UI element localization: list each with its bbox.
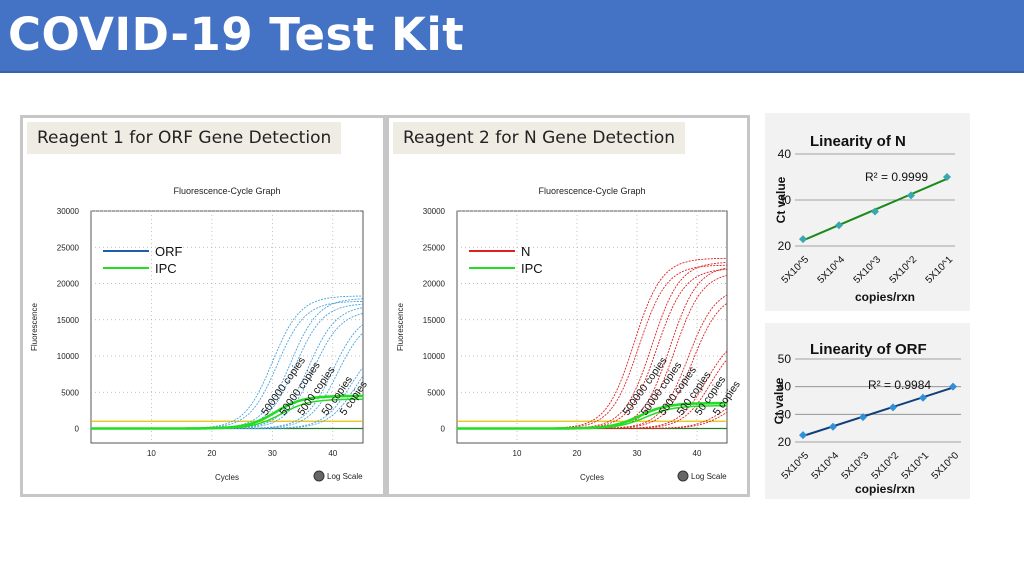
legend-label: N xyxy=(521,244,530,259)
data-point xyxy=(799,235,807,244)
linearity-orf-chart: Linearity of ORF 20 30 40 50 R² = 0.9984 5X10^… xyxy=(772,341,962,496)
y-tick-label: 50 xyxy=(778,352,792,366)
y-tick-label: 0 xyxy=(441,425,446,434)
y-axis-label: Ct value xyxy=(772,377,786,424)
x-tick-label: 5X10^2 xyxy=(870,450,902,482)
legend-label: IPC xyxy=(155,261,177,276)
panel-header-orf: Reagent 1 for ORF Gene Detection xyxy=(27,122,342,154)
y-tick-label: 40 xyxy=(778,380,792,394)
log-scale-label: Log Scale xyxy=(327,472,363,481)
x-tick-label: 10 xyxy=(147,449,156,458)
x-tick-label: 5X10^1 xyxy=(900,450,932,482)
x-tick-label: 5X10^4 xyxy=(810,450,842,482)
x-tick-label: 40 xyxy=(328,449,337,458)
y-tick-label: 20000 xyxy=(57,280,80,289)
x-axis-label: copies/rxn xyxy=(855,482,915,496)
x-tick-label: 5X10^4 xyxy=(816,254,848,286)
y-tick-label: 10000 xyxy=(57,352,80,361)
x-tick-label: 30 xyxy=(633,449,642,458)
legend-label: ORF xyxy=(155,244,183,259)
panel-n: Fluorescence-Cycle Graph 10 20 30 40 0 5000 100… xyxy=(386,115,750,497)
page-title: COVID-19 Test Kit xyxy=(8,8,465,61)
y-tick-label: 30000 xyxy=(57,207,80,216)
graph-title: Fluorescence-Cycle Graph xyxy=(173,186,280,196)
x-axis-label: Cycles xyxy=(215,473,239,482)
panel-header-n: Reagent 2 for N Gene Detection xyxy=(393,122,685,154)
data-point xyxy=(829,422,837,431)
graph-title: Fluorescence-Cycle Graph xyxy=(538,186,645,196)
ipc-curve xyxy=(91,398,363,430)
y-tick-label: 10000 xyxy=(423,352,446,361)
x-tick-label: 5X10^0 xyxy=(930,450,962,482)
x-tick-label: 5X10^1 xyxy=(924,254,956,286)
linearity-title: Linearity of N xyxy=(810,133,906,150)
log-scale-label: Log Scale xyxy=(691,472,727,481)
linearity-orf-box: Linearity of ORF 20 30 40 50 R² = 0.9984 5X10^… xyxy=(765,323,970,499)
y-axis-label: Fluorescence xyxy=(30,302,39,351)
x-tick-label: 20 xyxy=(207,449,216,458)
y-tick-label: 30 xyxy=(778,407,792,421)
x-tick-label: 5X10^3 xyxy=(840,450,872,482)
panel-orf: Fluorescence-Cycle Graph 10 20 30 40 0 5000 100… xyxy=(20,115,386,497)
data-point xyxy=(871,207,879,216)
y-tick-label: 20000 xyxy=(423,280,446,289)
y-axis-label: Ct value xyxy=(774,176,788,223)
plot-area xyxy=(90,210,364,444)
x-tick-label: 5X10^2 xyxy=(888,254,920,286)
x-tick-label: 10 xyxy=(513,449,522,458)
x-tick-label: 30 xyxy=(268,449,277,458)
linearity-n-box: Linearity of N 20 30 40 R² = 0.9999 5X10^5 5X1… xyxy=(765,113,970,311)
y-tick-label: 20 xyxy=(778,435,792,449)
data-point xyxy=(859,413,867,422)
ipc-curve xyxy=(457,404,727,430)
data-point xyxy=(799,431,807,440)
y-axis-label: Fluorescence xyxy=(396,302,405,351)
x-axis-label: Cycles xyxy=(580,473,604,482)
data-point xyxy=(949,382,957,391)
x-tick-label: 5X10^5 xyxy=(780,254,812,286)
y-tick-label: 15000 xyxy=(423,316,446,325)
y-tick-label: 30000 xyxy=(423,207,446,216)
x-axis-label: copies/rxn xyxy=(855,290,915,304)
y-tick-label: 40 xyxy=(778,147,792,161)
y-tick-label: 15000 xyxy=(57,316,80,325)
data-point xyxy=(889,403,897,412)
data-point xyxy=(835,221,843,230)
log-scale-toggle-icon xyxy=(313,470,325,482)
linearity-title: Linearity of ORF xyxy=(810,341,927,358)
data-point xyxy=(907,191,915,200)
y-tick-label: 5000 xyxy=(427,388,445,397)
n-fluorescence-chart: Fluorescence-Cycle Graph 10 20 30 40 0 5000 100… xyxy=(396,186,743,482)
y-tick-label: 25000 xyxy=(57,243,80,252)
legend-label: IPC xyxy=(521,261,543,276)
x-tick-label: 20 xyxy=(573,449,582,458)
x-tick-label: 5X10^3 xyxy=(852,254,884,286)
data-point xyxy=(943,173,951,181)
fit-line xyxy=(802,386,954,437)
y-tick-label: 5000 xyxy=(61,388,79,397)
log-scale-toggle-icon xyxy=(677,470,689,482)
y-tick-label: 25000 xyxy=(423,243,446,252)
r-squared-label: R² = 0.9999 xyxy=(865,170,928,184)
x-tick-label: 40 xyxy=(693,449,702,458)
y-tick-label: 30 xyxy=(778,193,792,207)
y-tick-label: 0 xyxy=(75,425,80,434)
x-tick-label: 5X10^5 xyxy=(780,450,812,482)
title-bar: COVID-19 Test Kit xyxy=(0,0,1024,73)
y-tick-label: 20 xyxy=(778,239,792,253)
data-point xyxy=(919,393,927,402)
r-squared-label: R² = 0.9984 xyxy=(868,378,931,392)
orf-fluorescence-chart: Fluorescence-Cycle Graph 10 20 30 40 0 5000 100… xyxy=(30,186,370,482)
